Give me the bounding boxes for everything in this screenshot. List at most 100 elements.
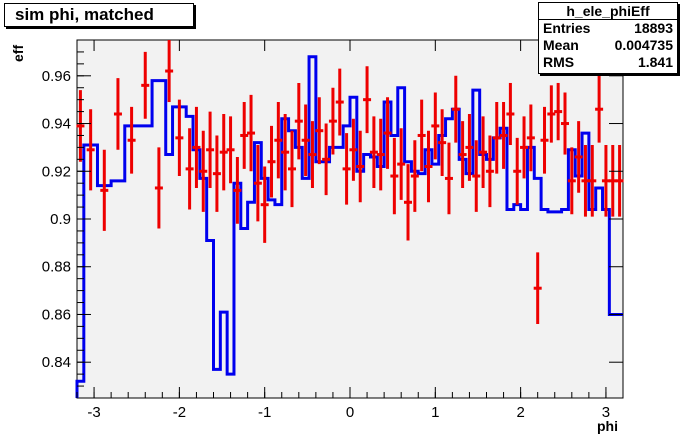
data-point [560,92,569,155]
data-point [267,125,276,198]
data-point [540,106,549,174]
data-point [615,145,624,217]
data-point [100,149,109,231]
stats-value: 1.841 [637,54,673,70]
y-tick-label: 0.92 [42,163,71,180]
data-point [86,109,95,191]
data-point [424,130,433,203]
data-point [253,145,262,222]
stats-box: h_ele_phiEff Entries 18893 Mean 0.004735… [538,2,678,74]
data-point [363,66,372,134]
data-point [601,145,610,217]
data-point [212,135,221,212]
data-point [315,97,324,165]
data-point [581,145,590,217]
y-tick-label: 0.84 [42,354,71,371]
data-point [438,109,447,177]
y-tick-label: 0.9 [50,211,71,228]
data-point [431,92,440,160]
data-point [349,118,358,181]
series-layer [75,40,624,398]
axis-layer: 0.84 0.86 0.88 0.9 0.92 0.94 0.96 -3 -2 -1 0 1 2 3 [42,40,624,421]
stats-label: Entries [543,20,591,36]
data-point [465,113,474,181]
data-point [451,75,460,143]
y-tick-label: 0.86 [42,306,71,323]
data-point [547,85,556,143]
stats-histogram-name: h_ele_phiEff [539,3,677,20]
stats-row-mean: Mean 0.004735 [539,37,677,54]
data-point [513,137,522,205]
data-point [219,113,228,191]
data-point [165,40,174,103]
data-point [322,123,331,196]
data-point [113,78,122,150]
data-point [199,130,208,212]
data-point [499,102,508,169]
y-tick-label: 0.88 [42,259,71,276]
data-point [588,145,597,217]
data-point [127,106,136,174]
data-point [141,51,150,119]
data-point [608,145,617,217]
x-tick-label: 0 [346,404,354,421]
stats-label: RMS [543,54,575,70]
x-tick-label: 2 [516,404,524,421]
data-point [404,164,413,241]
stats-value: 18893 [634,20,673,36]
data-point [410,140,419,212]
data-point [328,87,337,155]
x-tick-label: -2 [173,404,186,421]
data-point [274,102,283,179]
data-point [175,99,184,177]
data-point [294,82,303,160]
y-tick-label: 0.94 [42,116,71,133]
x-tick-label: 1 [431,404,439,421]
data-point [281,113,290,191]
data-point [342,133,351,205]
data-point [247,94,256,172]
data-point [417,99,426,172]
x-tick-label: -3 [87,404,100,421]
y-axis-label: eff [10,44,26,62]
data-point [444,142,453,215]
data-point [567,147,576,215]
data-point [76,90,85,162]
data-point [533,252,542,325]
data-point [356,130,365,203]
data-point [526,104,535,172]
x-axis-label: phi [597,418,618,434]
data-point [383,97,392,169]
data-point [154,147,163,229]
data-point [287,130,296,208]
data-point [369,116,378,188]
x-tick-label: -1 [258,404,271,421]
data-point [390,137,399,215]
chart-title: sim phi, matched [4,3,194,27]
data-point [397,128,406,200]
data-point [472,140,481,212]
data-point [492,102,501,174]
stats-value: 0.004735 [614,37,673,53]
stats-row-rms: RMS 1.841 [539,54,677,71]
data-point [185,128,194,210]
data-point [240,102,249,169]
data-point [574,121,583,193]
data-point [595,75,604,143]
data-point [335,68,344,136]
data-point [376,118,385,191]
data-point [485,135,494,208]
data-point [520,116,529,179]
data-point [458,121,467,188]
data-point [308,121,317,188]
stats-row-entries: Entries 18893 [539,20,677,37]
data-point [506,82,515,146]
data-point [479,116,488,188]
data-point [554,82,563,141]
data-point [233,156,242,224]
stats-label: Mean [543,37,579,53]
y-tick-label: 0.96 [42,68,71,85]
data-point [206,111,215,188]
x-tick-label: 3 [602,404,610,421]
